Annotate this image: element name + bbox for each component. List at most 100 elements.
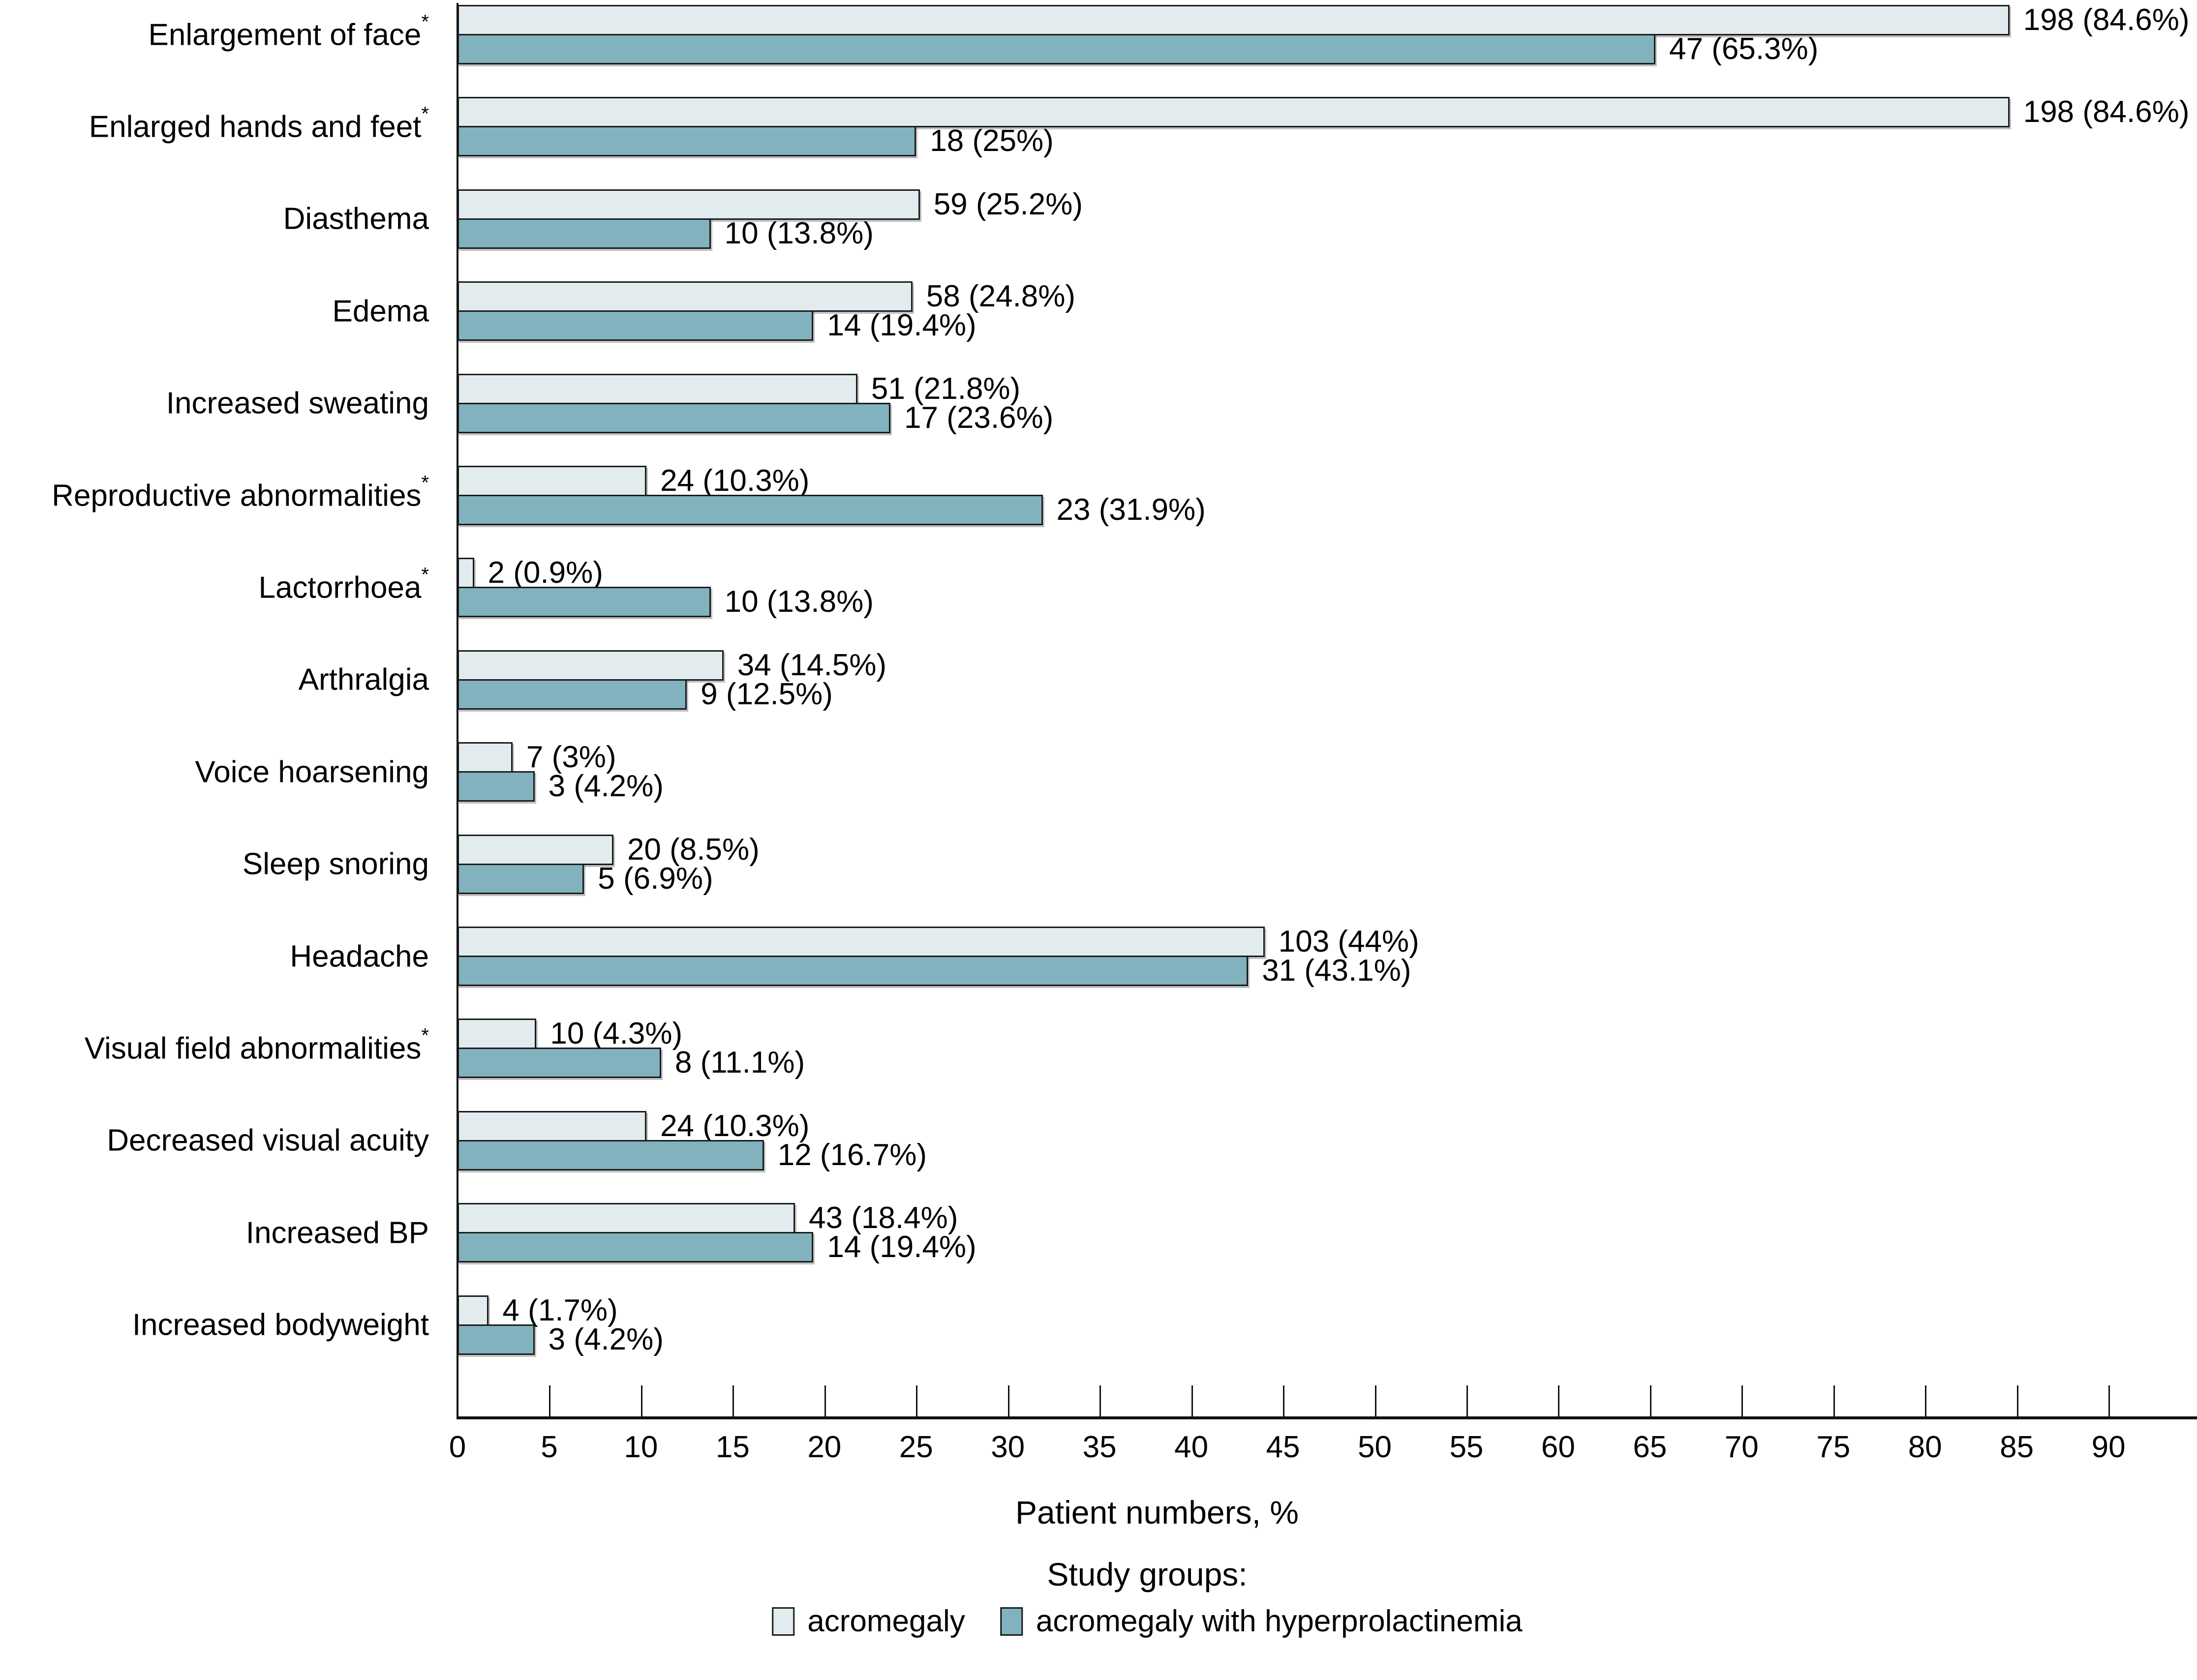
x-tick: [549, 1385, 551, 1416]
value-label: 43 (18.4%): [809, 1201, 958, 1235]
bar-acromegaly-with-hyperprolactinemia: [458, 402, 891, 433]
x-tick: [1833, 1385, 1835, 1416]
x-tick-label: 60: [1541, 1430, 1575, 1464]
legend-swatch: [1000, 1607, 1023, 1636]
value-label: 7 (3%): [526, 740, 616, 775]
value-label: 10 (13.8%): [724, 216, 874, 250]
value-label: 10 (13.8%): [724, 585, 874, 619]
value-label: 23 (31.9%): [1056, 493, 1206, 527]
x-tick-label: 15: [715, 1430, 750, 1464]
x-tick: [2108, 1385, 2110, 1416]
category-label: Arthralgia: [298, 662, 429, 697]
bar-acromegaly-with-hyperprolactinemia: [458, 679, 687, 710]
value-label: 34 (14.5%): [737, 648, 886, 682]
bar-acromegaly: [458, 1110, 647, 1141]
value-label: 24 (10.3%): [660, 464, 810, 498]
bar-acromegaly-with-hyperprolactinemia: [458, 956, 1249, 986]
x-tick-label: 55: [1449, 1430, 1484, 1464]
bar-acromegaly-with-hyperprolactinemia: [458, 495, 1043, 525]
x-tick: [824, 1385, 826, 1416]
x-tick: [641, 1385, 642, 1416]
value-label: 47 (65.3%): [1669, 32, 1819, 66]
category-label: Increased bodyweight: [132, 1308, 429, 1342]
bar-acromegaly: [458, 1019, 537, 1050]
bar-acromegaly: [458, 281, 913, 312]
category-label: Decreased visual acuity: [107, 1123, 429, 1158]
plot-area: Enlargement of face* 198 (84.6%) 47 (65.3%…: [52, 3, 2197, 1463]
value-label: 14 (19.4%): [827, 308, 976, 343]
x-tick-label: 30: [991, 1430, 1025, 1464]
bar-acromegaly: [458, 97, 2010, 128]
value-label: 17 (23.6%): [904, 400, 1054, 435]
value-label: 2 (0.9%): [488, 556, 603, 590]
category-label: Enlargement of face*: [148, 10, 429, 52]
bar-acromegaly-with-hyperprolactinemia: [458, 863, 584, 894]
value-label: 12 (16.7%): [777, 1138, 927, 1172]
x-tick: [1099, 1385, 1101, 1416]
x-tick: [1374, 1385, 1376, 1416]
x-tick-label: 70: [1724, 1430, 1759, 1464]
bar-acromegaly-with-hyperprolactinemia: [458, 1324, 535, 1355]
bar-acromegaly-with-hyperprolactinemia: [458, 1140, 764, 1170]
bar-acromegaly: [458, 742, 513, 773]
bar-acromegaly: [458, 1295, 489, 1326]
bar-acromegaly: [458, 558, 474, 589]
x-tick-label: 90: [2091, 1430, 2126, 1464]
x-tick-label: 75: [1816, 1430, 1851, 1464]
x-axis-title: Patient numbers, %: [1015, 1494, 1299, 1530]
legend: acromegaly acromegaly with hyperprolactin…: [772, 1606, 1523, 1637]
value-label: 10 (4.3%): [550, 1017, 683, 1051]
x-tick: [1191, 1385, 1193, 1416]
bar-acromegaly: [458, 1203, 795, 1234]
x-tick: [1741, 1385, 1743, 1416]
x-tick-label: 50: [1358, 1430, 1392, 1464]
x-tick: [1007, 1385, 1009, 1416]
value-label: 9 (12.5%): [701, 677, 833, 711]
bar-acromegaly: [458, 927, 1265, 957]
bar-acromegaly-with-hyperprolactinemia: [458, 34, 1656, 64]
bar-acromegaly-with-hyperprolactinemia: [458, 218, 711, 249]
bar-acromegaly: [458, 834, 613, 865]
value-label: 51 (21.8%): [871, 371, 1021, 406]
value-label: 5 (6.9%): [598, 861, 713, 896]
x-tick-label: 80: [1908, 1430, 1942, 1464]
category-label: Visual field abnormalities*: [84, 1024, 429, 1066]
x-tick-label: 35: [1082, 1430, 1117, 1464]
bar-acromegaly-with-hyperprolactinemia: [458, 1232, 814, 1263]
bar-acromegaly: [458, 650, 724, 681]
x-tick: [916, 1385, 918, 1416]
bar-acromegaly: [458, 373, 857, 404]
bar-acromegaly-with-hyperprolactinemia: [458, 1048, 661, 1079]
category-label: Diasthema: [283, 202, 429, 236]
x-tick-label: 25: [899, 1430, 933, 1464]
asterisk-marker: *: [421, 471, 429, 493]
category-label: Increased sweating: [166, 386, 429, 420]
value-label: 198 (84.6%): [2023, 95, 2190, 129]
bar-acromegaly: [458, 189, 920, 220]
x-tick-label: 20: [807, 1430, 842, 1464]
value-label: 198 (84.6%): [2023, 3, 2190, 37]
category-label: Edema: [332, 294, 429, 329]
value-label: 3 (4.2%): [548, 769, 664, 804]
bar-acromegaly-with-hyperprolactinemia: [458, 310, 814, 341]
value-label: 3 (4.2%): [548, 1322, 664, 1356]
value-label: 59 (25.2%): [933, 187, 1083, 221]
value-label: 24 (10.3%): [660, 1109, 810, 1143]
x-tick-label: 10: [624, 1430, 658, 1464]
value-label: 58 (24.8%): [926, 279, 1076, 314]
legend-title: Study groups:: [1047, 1556, 1248, 1592]
value-label: 31 (43.1%): [1262, 954, 1411, 988]
x-tick: [1558, 1385, 1560, 1416]
category-label: Enlarged hands and feet*: [89, 103, 429, 144]
category-label: Lactorrhoea*: [258, 564, 429, 605]
x-tick: [1466, 1385, 1468, 1416]
x-tick: [2016, 1385, 2018, 1416]
x-tick: [1925, 1385, 1927, 1416]
bar-acromegaly-with-hyperprolactinemia: [458, 126, 916, 157]
asterisk-marker: *: [421, 103, 429, 125]
x-tick-label: 45: [1266, 1430, 1300, 1464]
legend-label: acromegaly with hyperprolactinemia: [1036, 1604, 1523, 1638]
legend-label: acromegaly: [807, 1604, 965, 1638]
category-label: Reproductive abnormalities*: [52, 471, 429, 512]
